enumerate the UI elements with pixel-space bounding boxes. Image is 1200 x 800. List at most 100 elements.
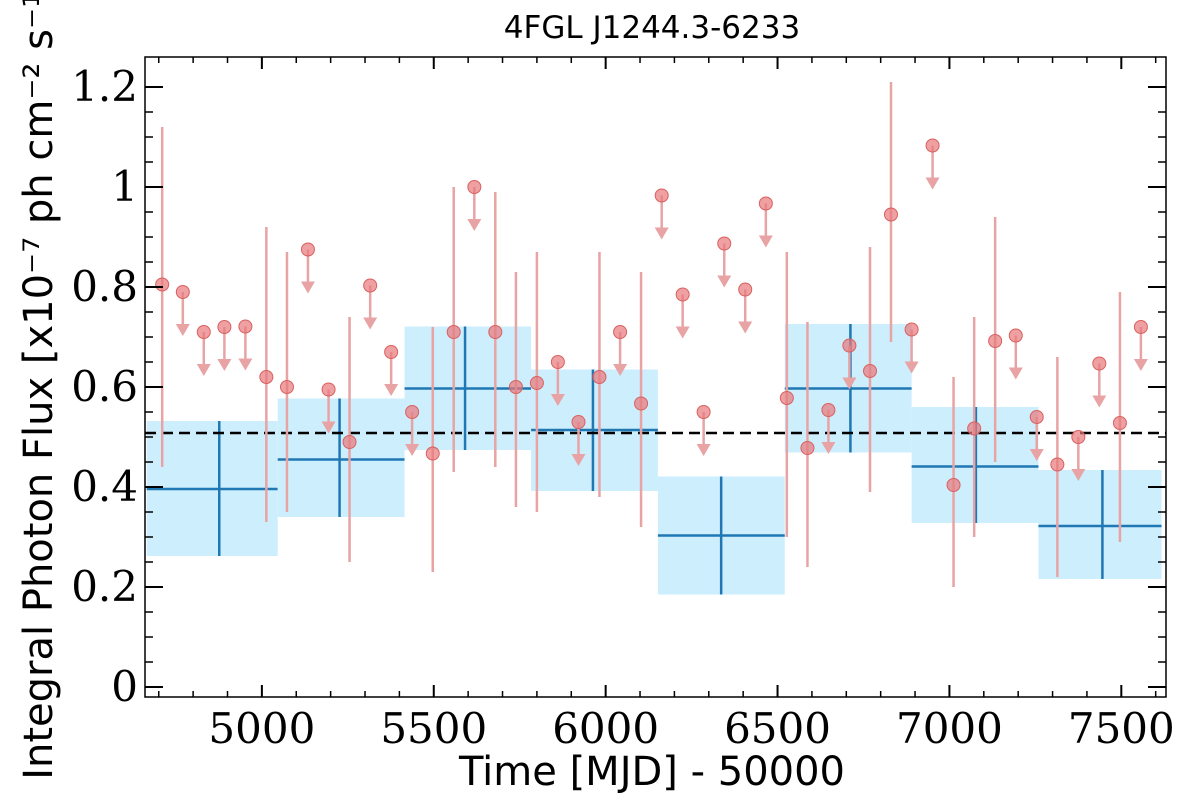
upper-limit-arrow <box>550 394 565 406</box>
flux-point <box>550 355 565 369</box>
axes-frame-layer <box>144 56 1167 698</box>
flux-point <box>717 236 732 251</box>
y-tick-label: 0.2 <box>71 562 138 611</box>
flux-point <box>405 405 420 419</box>
flux-point <box>279 380 294 394</box>
upper-limit-arrow <box>196 364 211 376</box>
flux-point <box>467 180 482 194</box>
upper-limit-arrow <box>821 442 836 454</box>
flux-point <box>384 345 399 359</box>
x-tick-label: 5500 <box>380 704 487 753</box>
flux-point <box>779 391 794 405</box>
flux-point <box>592 370 607 384</box>
flux-point <box>1008 328 1023 343</box>
x-tick-label: 6500 <box>724 704 831 753</box>
upper-limit-arrow <box>217 359 232 371</box>
flux-point <box>946 478 961 492</box>
y-tick-label: 0 <box>111 662 138 711</box>
flux-point <box>863 364 878 378</box>
flux-point <box>488 325 503 339</box>
chart-title: 4FGL J1244.3-6233 <box>504 10 800 46</box>
y-tick-label: 1 <box>111 162 138 211</box>
upper-limit-arrow <box>738 321 753 334</box>
flux-point <box>300 242 315 257</box>
flux-point <box>342 435 357 449</box>
flux-point <box>738 282 753 297</box>
flux-point <box>571 415 586 429</box>
flux-point <box>155 277 170 292</box>
upper-limit-arrow <box>717 275 732 288</box>
upper-limit-arrow <box>467 219 482 231</box>
flux-point <box>925 138 940 153</box>
upper-limit-arrow <box>1029 449 1044 461</box>
flux-point <box>217 320 232 334</box>
bin-error-box <box>277 398 405 517</box>
flux-point <box>363 278 378 293</box>
upper-limit-arrow <box>571 454 586 466</box>
flux-point <box>259 370 274 384</box>
flux-point <box>967 421 982 436</box>
upper-limit-arrow <box>1071 469 1086 481</box>
flux-point <box>675 287 690 302</box>
flux-point <box>842 338 857 353</box>
flux-point <box>1133 320 1148 334</box>
upper-limit-arrow <box>654 227 669 240</box>
flux-point <box>883 207 898 222</box>
flux-point <box>238 319 253 334</box>
flux-point <box>175 285 190 299</box>
x-tick-label: 6000 <box>552 704 659 753</box>
binned-flux-layer <box>146 324 1162 595</box>
upper-limit-arrow <box>696 444 711 456</box>
upper-limit-arrow <box>842 377 857 390</box>
upper-limit-arrow <box>238 358 253 371</box>
flux-point <box>821 403 836 417</box>
x-axis-label: Time [MJD] - 50000 <box>458 749 845 795</box>
flux-point <box>446 325 461 339</box>
flux-point <box>1050 457 1065 472</box>
y-tick-label: 0.8 <box>71 262 138 311</box>
upper-limit-arrow <box>321 421 336 434</box>
upper-limit-arrow <box>300 281 315 294</box>
flux-points-layer <box>155 82 1148 587</box>
flux-point <box>988 334 1003 348</box>
x-tick-label: 5000 <box>208 704 315 753</box>
upper-limit-arrow <box>675 326 690 339</box>
upper-limit-arrow <box>758 235 773 248</box>
flux-point <box>508 380 523 394</box>
y-axis-label: Integral Photon Flux [x10⁻⁷ ph cm⁻² s⁻¹] <box>16 0 62 780</box>
bin-error-box <box>1038 470 1162 579</box>
upper-limit-arrow <box>925 177 940 190</box>
upper-limit-arrow <box>1008 367 1023 380</box>
x-tick-label: 7000 <box>896 704 1003 753</box>
flux-point <box>634 396 649 411</box>
flux-point <box>613 325 628 339</box>
x-tick-label: 7500 <box>1068 704 1175 753</box>
flux-point <box>321 382 336 397</box>
upper-limit-arrow <box>1133 359 1148 371</box>
upper-limit-arrow <box>613 364 628 376</box>
upper-limit-arrow <box>405 444 420 456</box>
y-tick-label: 1.2 <box>71 62 138 111</box>
plot-frame <box>144 56 1167 698</box>
y-tick-label: 0.4 <box>71 462 138 511</box>
flux-point <box>1112 416 1127 430</box>
upper-limit-arrow <box>1092 395 1107 408</box>
flux-point <box>904 322 919 337</box>
upper-limit-arrow <box>904 361 919 374</box>
flux-point <box>196 325 211 339</box>
flux-point <box>696 405 711 419</box>
y-tick-label: 0.6 <box>71 362 138 411</box>
flux-point <box>1029 410 1044 424</box>
flux-point <box>529 376 544 390</box>
upper-limit-arrow <box>363 317 378 330</box>
upper-limit-arrow <box>384 384 399 396</box>
chart-text-layer: 4FGL J1244.3-6233 Time [MJD] - 50000 Int… <box>16 0 1175 795</box>
flux-point <box>758 196 773 211</box>
flux-point <box>1071 430 1086 444</box>
flux-point <box>425 446 440 461</box>
upper-limit-arrow <box>175 324 190 336</box>
flux-point <box>1092 356 1107 371</box>
flux-point <box>800 441 815 455</box>
flux-point <box>654 188 669 203</box>
